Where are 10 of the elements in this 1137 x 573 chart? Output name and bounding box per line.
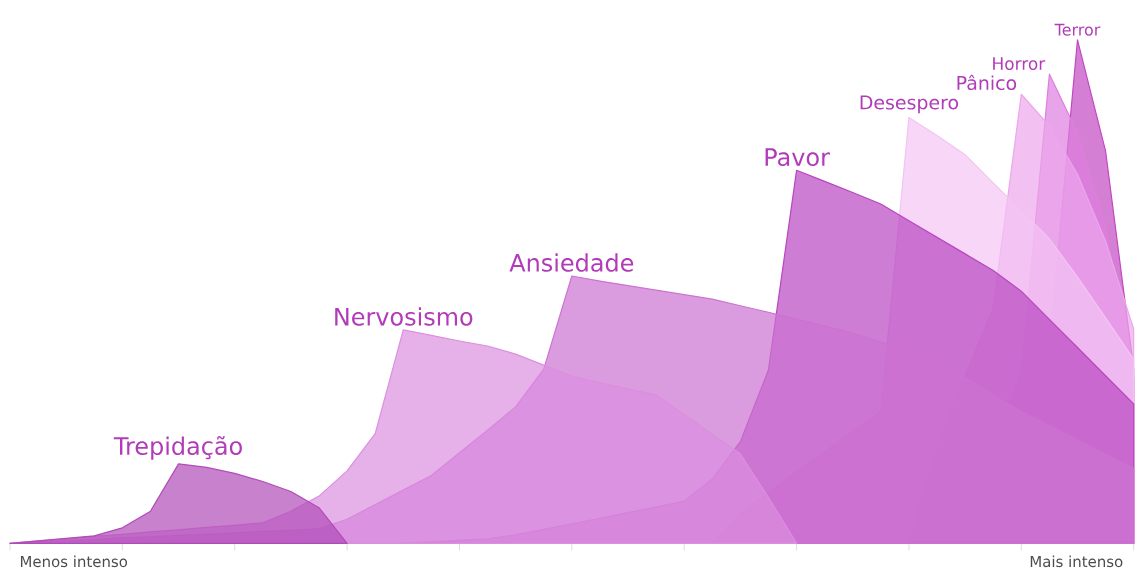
series-label: Terror <box>1054 23 1101 36</box>
series-label: Desespero <box>860 95 959 114</box>
text: Menos intenso <box>20 555 128 567</box>
series-label: Pavor <box>765 148 830 166</box>
series-label: Horror <box>993 57 1046 70</box>
series-label: Nervosismo <box>335 307 473 326</box>
series-label: Ansiedade <box>509 253 634 272</box>
text: Mais intenso <box>1030 555 1123 567</box>
series-label: Trepidação <box>113 435 242 460</box>
series-label: Pânico <box>957 74 1017 90</box>
